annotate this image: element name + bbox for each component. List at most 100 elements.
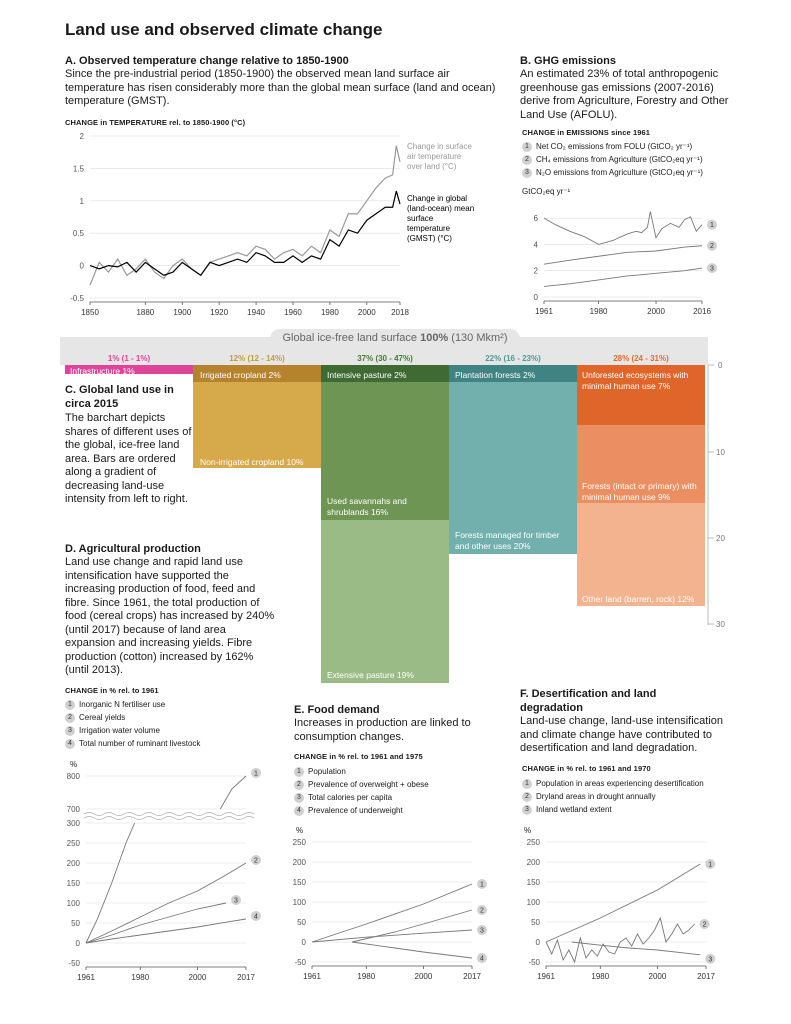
pct-pasture: 37% (30 - 47%): [357, 354, 413, 363]
x-tick-label: 2016: [693, 307, 711, 316]
x-tick-label: 2000: [358, 308, 376, 317]
legend-number: 2: [65, 712, 75, 723]
y-tick-label: 150: [67, 879, 81, 888]
series-line: [85, 918, 247, 944]
series-line: [543, 245, 703, 265]
series-badge-number: 4: [480, 956, 484, 963]
series-badge: [251, 768, 261, 778]
series-badge: [699, 919, 710, 929]
y-tick-label: 50: [71, 919, 80, 928]
y-tick-label: 1: [80, 197, 85, 206]
panel-a-heading: A. Observed temperature change relative …: [65, 55, 349, 67]
x-tick-label: 2018: [391, 308, 409, 317]
label-unforested: Unforested ecosystems with minimal human…: [582, 370, 689, 391]
x-tick-label: 1961: [535, 307, 553, 316]
legend-number: 1: [522, 141, 532, 152]
legend-label: Cereal yields: [79, 713, 126, 722]
panel-e-heading: E. Food demand: [294, 704, 380, 716]
legend-item: 1 Population in areas experiencing desert…: [522, 777, 704, 790]
label-irrigated-cropland: Irrigated cropland 2%: [200, 370, 281, 380]
label-intact-forests: Forests (intact or primary) with minimal…: [582, 481, 697, 502]
agriculture-chart: -50 0 50 100 150 200 250 300 700 800 1961 1980 2000 2…: [67, 768, 261, 982]
series-badge-number: 1: [254, 771, 258, 778]
label-managed-forests: Forests managed for timber and other use…: [455, 530, 560, 551]
legend-label: CH₄ emissions from Agriculture (GtCO₂eq …: [536, 155, 703, 164]
x-tick-label: 1980: [357, 972, 375, 981]
y-tick-label: 0: [80, 262, 85, 271]
y-tick-label: 200: [67, 859, 81, 868]
panel-f-heading: F. Desertification and land degradation: [520, 688, 657, 714]
land-use-bar-segment: [65, 365, 193, 374]
x-tick-label: 2017: [237, 973, 255, 982]
x-tick-label: 1980: [591, 972, 609, 981]
legend-number: 4: [294, 805, 304, 816]
series-badge-number: 2: [480, 908, 484, 915]
panel-d-heading: D. Agricultural production: [65, 543, 201, 555]
legend-item: 2 Dryland areas in drought annually: [522, 790, 704, 803]
panel-c-body: The barchart depicts shares of different…: [65, 412, 192, 505]
series-line: [85, 902, 227, 944]
land-use-bar-segment: [193, 365, 321, 383]
series-badge: [705, 953, 716, 964]
panel-b-unit: GtCO₂eq yr⁻¹: [522, 187, 571, 196]
x-tick-label: 2000: [415, 972, 433, 981]
series-badge: [477, 879, 487, 889]
y-tick-label: 700: [67, 805, 81, 814]
y-tick-label: 0: [302, 938, 307, 947]
panel-a-caption: CHANGE in TEMPERATURE rel. to 1850-1900 …: [65, 118, 246, 127]
legend-number: 1: [65, 699, 75, 710]
x-tick-label: 1980: [131, 973, 149, 982]
x-tick-label: 1961: [77, 973, 95, 982]
y-tick-label: -50: [528, 958, 540, 967]
legend-item: 1 Net CO₂ emissions from FOLU (GtCO₂ yr⁻¹…: [522, 140, 703, 153]
legend-item: 1 Inorganic N fertiliser use: [65, 698, 200, 711]
series-badge: [251, 911, 261, 921]
legend-label: Irrigation water volume: [79, 726, 160, 735]
series-badge-number: 3: [480, 928, 484, 935]
x-tick-label: 1940: [247, 308, 265, 317]
y-tick-label: 200: [527, 858, 541, 867]
legend-item: 2 Cereal yields: [65, 711, 200, 724]
desertification-chart: -50 0 50 100 150 200 250 1961 1980 2000 2017 1 2 3: [527, 838, 716, 981]
x-tick-label: 1900: [173, 308, 191, 317]
label-savannahs: Used savannahs and shrublands 16%: [327, 496, 407, 517]
label-plantation-forests: Plantation forests 2%: [455, 370, 536, 380]
legend-item: 4 Total number of ruminant livestock: [65, 737, 200, 750]
y-tick-label: 4: [534, 240, 539, 249]
panel-f-body: Land-use change, land-use intensificatio…: [520, 715, 724, 754]
label-nonirrigated-cropland: Non-irrigated cropland 10%: [200, 457, 304, 467]
panel-b-body: An estimated 23% of total anthropogenic …: [520, 68, 729, 121]
series-badge-number: 3: [710, 266, 714, 273]
series-badge-number: 3: [234, 898, 238, 905]
axis-break: [83, 816, 255, 820]
series-badge-number: 3: [708, 956, 712, 963]
series-line: [543, 211, 703, 245]
y-tick-label: 2: [534, 267, 539, 276]
legend-item: 1 Population: [294, 765, 429, 778]
x-tick-label: 1920: [210, 308, 228, 317]
legend-number: 2: [522, 791, 532, 802]
land-use-bar-segment: [577, 502, 705, 606]
series-badge: [231, 895, 241, 905]
land-use-bar-segment: [321, 365, 449, 383]
legend-label: Inland wetland extent: [536, 805, 612, 814]
series-line: [85, 862, 247, 944]
series-badge-number: 4: [254, 914, 258, 921]
series-badge: [707, 263, 717, 274]
legend-number: 3: [294, 792, 304, 803]
legend-item: 3 Total calories per capita: [294, 791, 429, 804]
label-land-temperature: Change in surface air temperature over l…: [407, 142, 472, 171]
legend-number: 4: [65, 738, 75, 749]
series-badge-number: 1: [710, 222, 714, 229]
axis-tick: 10: [716, 448, 725, 457]
legend-item: 3 N₂O emissions from Agriculture (GtCO₂eq…: [522, 166, 703, 179]
panel-d-body: Land use change and rapid land use inten…: [65, 556, 275, 676]
y-tick-label: 250: [293, 838, 307, 847]
series-line: [351, 941, 473, 959]
panel-b-legend: 1 Net CO₂ emissions from FOLU (GtCO₂ yr⁻¹…: [522, 140, 703, 179]
panel-d-legend: 1 Inorganic N fertiliser use 2 Cereal yiel…: [65, 698, 200, 750]
legend-number: 1: [522, 778, 532, 789]
legend-item: 2 Prevalence of overweight + obese: [294, 778, 429, 791]
panel-f-caption: CHANGE in % rel. to 1961 and 1970: [522, 764, 651, 773]
y-tick-label: 250: [527, 838, 541, 847]
